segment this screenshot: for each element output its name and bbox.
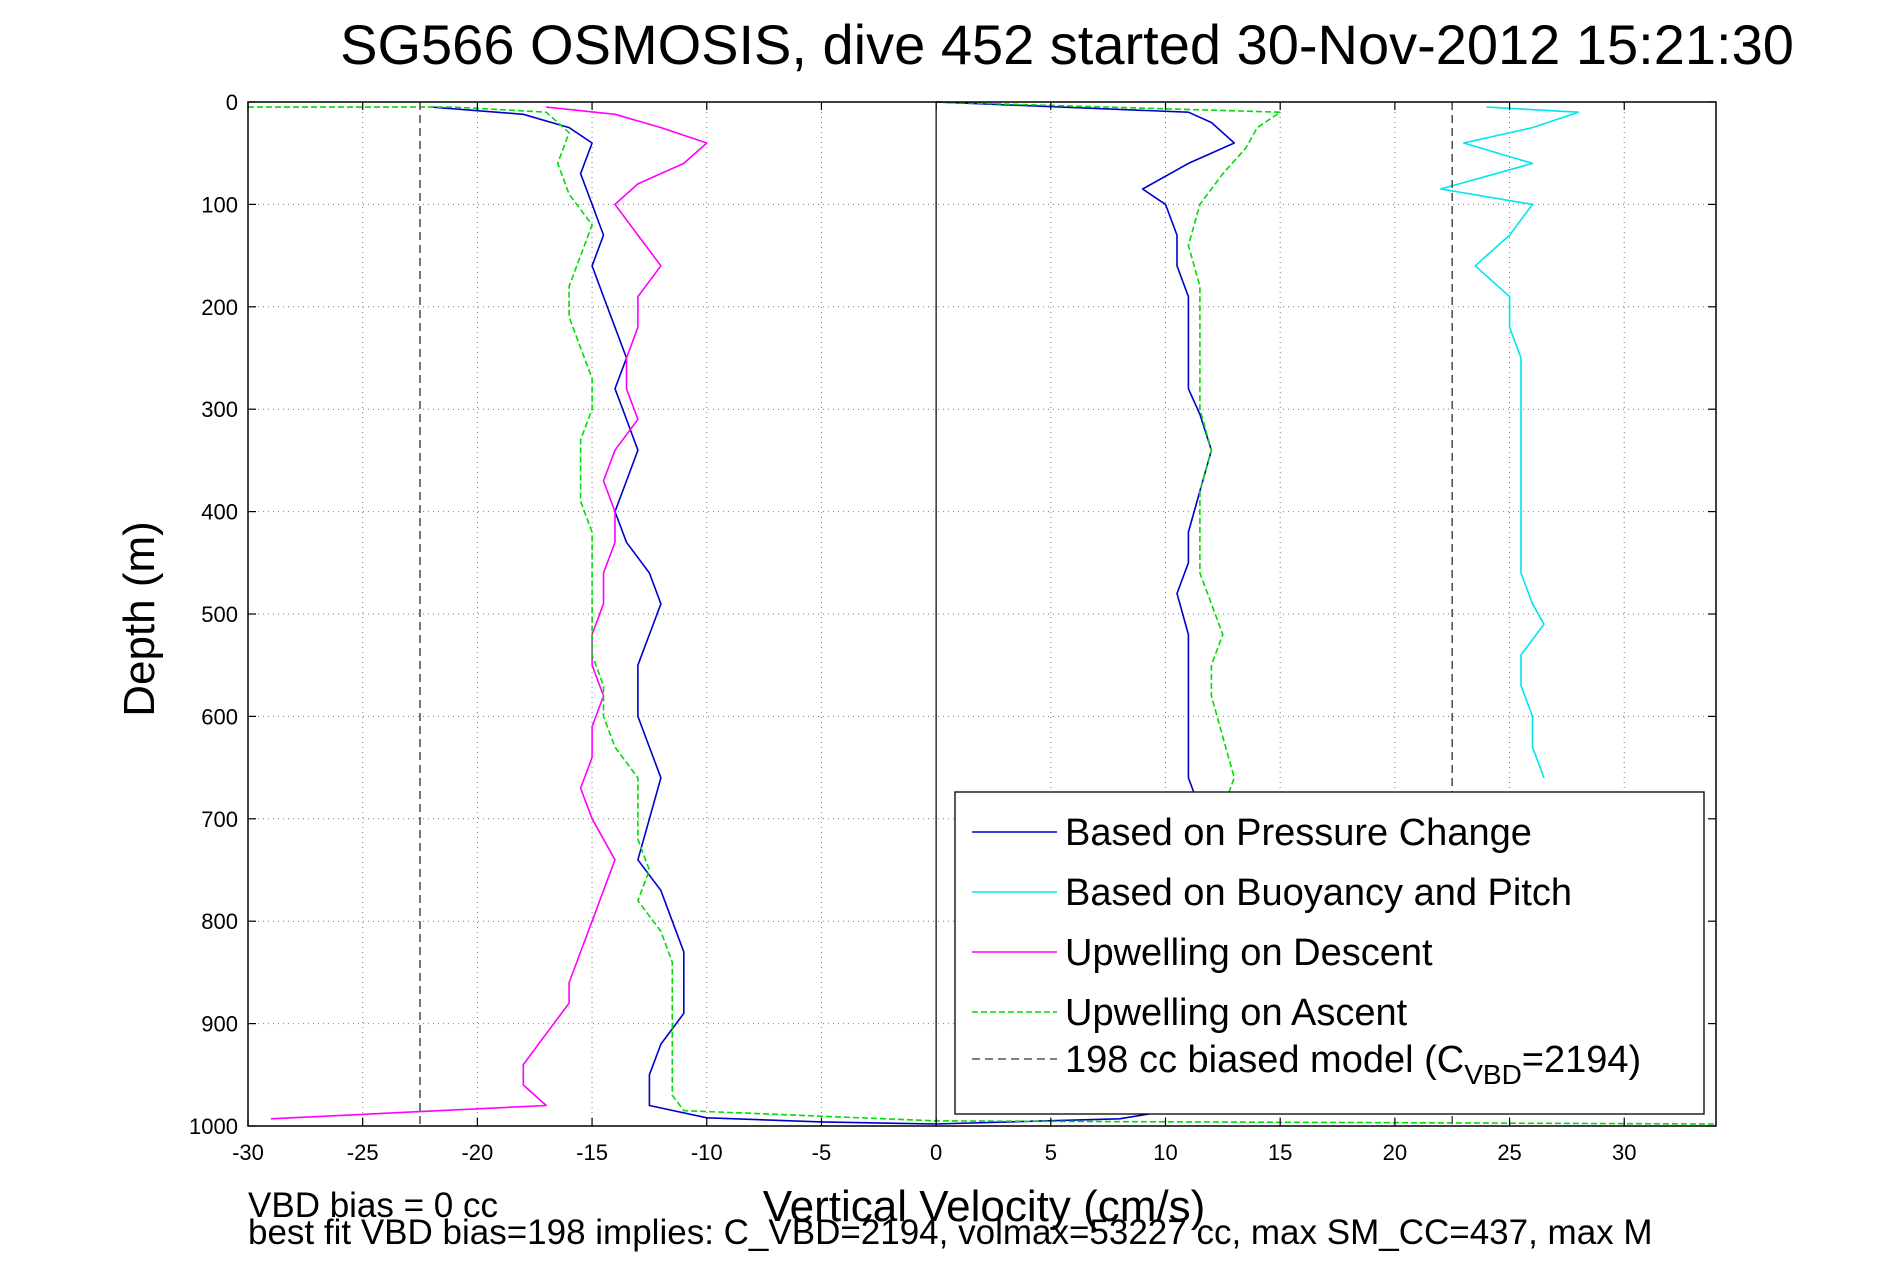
y-tick-label: 0 — [226, 90, 238, 115]
x-tick-label: 20 — [1383, 1140, 1407, 1165]
x-tick-label: 25 — [1497, 1140, 1521, 1165]
legend: Based on Pressure Change Based on Buoyanc… — [954, 791, 1705, 1115]
series-layer — [248, 101, 1717, 1126]
legend-subscript: VBD — [1464, 1059, 1522, 1090]
x-axis-label: Vertical Velocity (cm/s) — [763, 1182, 1206, 1231]
legend-label-2: Upwelling on Descent — [1065, 932, 1433, 974]
x-tick-label: 30 — [1612, 1140, 1636, 1165]
x-tick-label: -30 — [232, 1140, 264, 1165]
legend-label-1: Based on Buoyancy and Pitch — [1065, 872, 1572, 914]
legend-box — [954, 791, 1705, 1115]
series-line-3-descent — [248, 106, 1717, 1125]
y-tick-label: 200 — [201, 295, 238, 320]
series-line-2-descent — [270, 106, 708, 1120]
y-tick-label: 100 — [201, 192, 238, 217]
legend-suffix: =2194) — [1522, 1039, 1641, 1081]
x-tick-label: -20 — [461, 1140, 493, 1165]
y-tick-label: 400 — [201, 500, 238, 525]
footer-best-fit: best fit VBD bias=198 implies: C_VBD=219… — [248, 1213, 1653, 1252]
x-tick-label: 5 — [1045, 1140, 1057, 1165]
footer-vbd-bias: VBD bias = 0 cc — [248, 1186, 498, 1225]
x-tick-label: -5 — [812, 1140, 832, 1165]
x-tick-label: -15 — [576, 1140, 608, 1165]
y-tick-label: 800 — [201, 909, 238, 934]
legend-label-3: Upwelling on Ascent — [1065, 992, 1408, 1034]
axes: -30 -25 -20 -15 -10 -5 0 5 10 15 20 25 3001002003004… — [189, 90, 1717, 1165]
y-tick-label: 300 — [201, 397, 238, 422]
y-axis-label: Depth (m) — [115, 521, 164, 717]
x-tick-label: -10 — [691, 1140, 723, 1165]
series-line-1-descent — [1440, 106, 1580, 779]
chart-title: SG566 OSMOSIS, dive 452 started 30-Nov-2… — [340, 13, 1794, 76]
x-tick-label: -25 — [347, 1140, 379, 1165]
y-tick-label: 600 — [201, 704, 238, 729]
x-tick-label: 10 — [1153, 1140, 1177, 1165]
legend-label-0: Based on Pressure Change — [1065, 812, 1532, 854]
x-tick-label: 15 — [1268, 1140, 1292, 1165]
y-tick-label: 700 — [201, 807, 238, 832]
series-line-0-descent — [431, 106, 937, 1125]
y-tick-label: 500 — [201, 602, 238, 627]
y-tick-label: 900 — [201, 1012, 238, 1037]
y-tick-label: 1000 — [189, 1114, 238, 1139]
x-tick-label: 0 — [930, 1140, 942, 1165]
